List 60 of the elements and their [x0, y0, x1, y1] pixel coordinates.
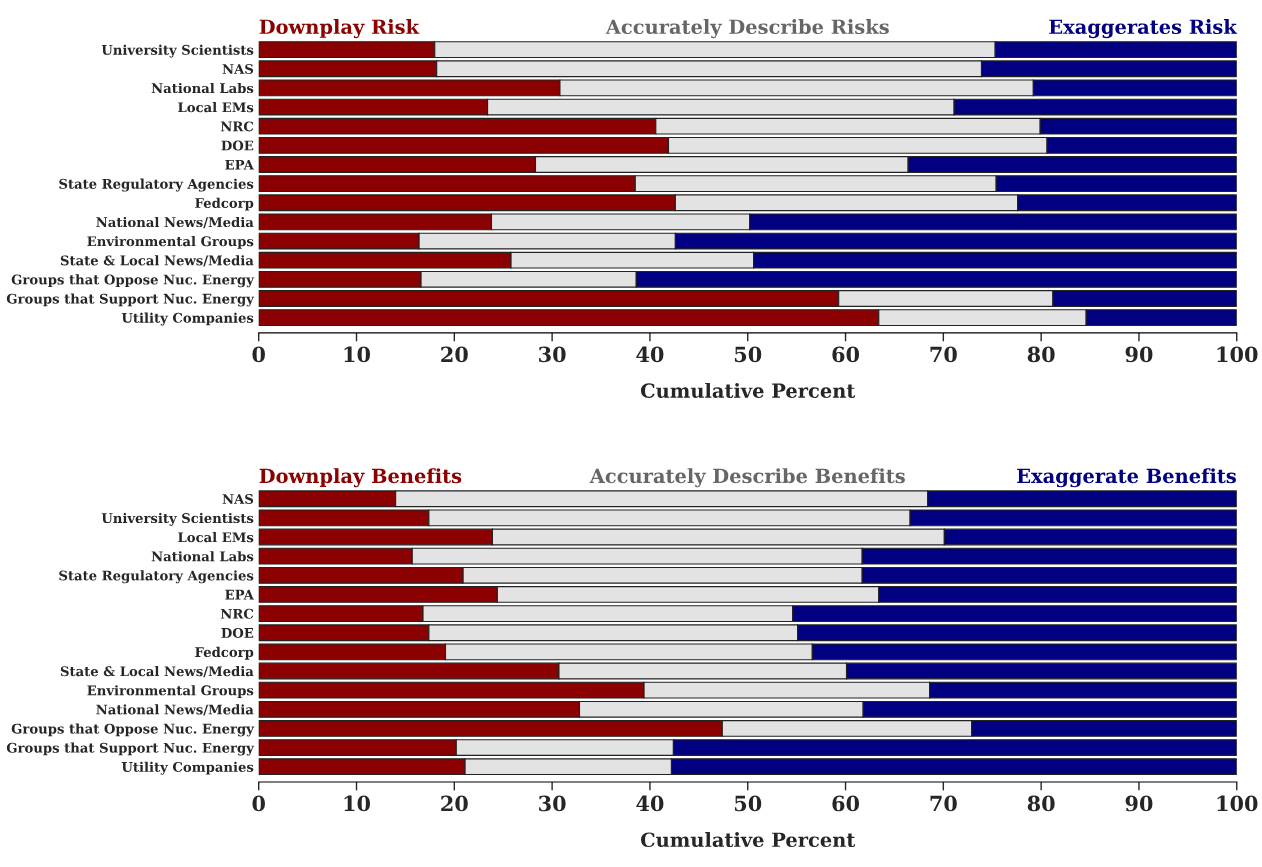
x-tick-label: 70 — [930, 795, 957, 812]
x-tick-label: 60 — [832, 346, 860, 363]
x-tick-label: 80 — [1027, 346, 1055, 363]
series-label: Exaggerates Risk — [1049, 19, 1238, 39]
x-tick-label: 100 — [1217, 795, 1258, 812]
y-tick-label: National Labs — [151, 82, 254, 94]
x-tick-label: 40 — [636, 346, 664, 363]
x-tick-label: 80 — [1027, 795, 1055, 812]
x-tick-label: 20 — [441, 795, 468, 812]
y-tick-label: EPA — [225, 589, 254, 600]
y-tick-label: National News/Media — [96, 704, 254, 716]
y-tick-label: University Scientists — [101, 44, 254, 58]
series-label: Exaggerate Benefits — [1017, 468, 1236, 488]
y-tick-label: State Regulatory Agencies — [59, 570, 254, 584]
series-label: Accurately Describe Benefits — [589, 468, 905, 488]
series-label: Downplay Benefits — [259, 468, 462, 488]
y-tick-label: NAS — [222, 63, 254, 74]
x-tick-label: 10 — [344, 346, 371, 363]
y-tick-label: National News/Media — [96, 216, 254, 229]
y-tick-label: Fedcorp — [195, 646, 254, 660]
y-tick-label: Groups that Oppose Nuc. Energy — [11, 274, 255, 288]
y-tick-label: Utility Companies — [121, 761, 254, 775]
y-tick-label: Groups that Support Nuc. Energy — [6, 742, 255, 756]
x-tick-label: 60 — [832, 795, 860, 812]
x-tick-label: 30 — [539, 795, 566, 812]
y-tick-label: Groups that Support Nuc. Energy — [6, 293, 255, 307]
y-tick-label: State Regulatory Agencies — [59, 178, 254, 192]
x-tick-label: 90 — [1125, 346, 1153, 363]
y-tick-label: State & Local News/Media — [60, 255, 254, 267]
y-tick-label: Groups that Oppose Nuc. Energy — [11, 723, 255, 737]
x-tick-label: 0 — [252, 346, 265, 363]
x-tick-label: 40 — [636, 795, 664, 812]
x-tick-label: 90 — [1125, 795, 1153, 812]
y-tick-label: University Scientists — [101, 512, 254, 526]
y-tick-label: Utility Companies — [121, 312, 254, 326]
x-axis-title: Cumulative Percent — [640, 832, 856, 848]
y-tick-label: National Labs — [151, 551, 254, 562]
x-tick-label: 50 — [734, 346, 762, 363]
x-tick-label: 20 — [441, 346, 468, 363]
y-tick-label: Fedcorp — [195, 197, 254, 211]
y-tick-label: Environmental Groups — [87, 236, 254, 249]
y-tick-label: State & Local News/Media — [60, 666, 254, 678]
x-tick-label: 70 — [930, 346, 957, 363]
y-tick-label: NRC — [220, 608, 254, 619]
y-tick-label: DOE — [221, 627, 254, 638]
x-tick-label: 10 — [344, 795, 371, 812]
x-tick-label: 50 — [734, 795, 762, 812]
y-tick-label: Local EMs — [178, 102, 254, 113]
x-tick-label: 100 — [1217, 346, 1258, 363]
y-tick-label: EPA — [225, 159, 254, 170]
y-tick-label: DOE — [221, 140, 254, 151]
y-tick-label: NRC — [220, 121, 254, 132]
y-tick-label: NAS — [222, 493, 254, 504]
y-tick-label: Environmental Groups — [87, 685, 254, 698]
y-tick-label: Local EMs — [178, 532, 254, 543]
series-label: Downplay Risk — [259, 19, 420, 39]
series-label: Accurately Describe Risks — [605, 19, 889, 39]
x-tick-label: 0 — [252, 795, 265, 812]
x-axis-title: Cumulative Percent — [640, 382, 856, 398]
x-tick-label: 30 — [539, 346, 566, 363]
